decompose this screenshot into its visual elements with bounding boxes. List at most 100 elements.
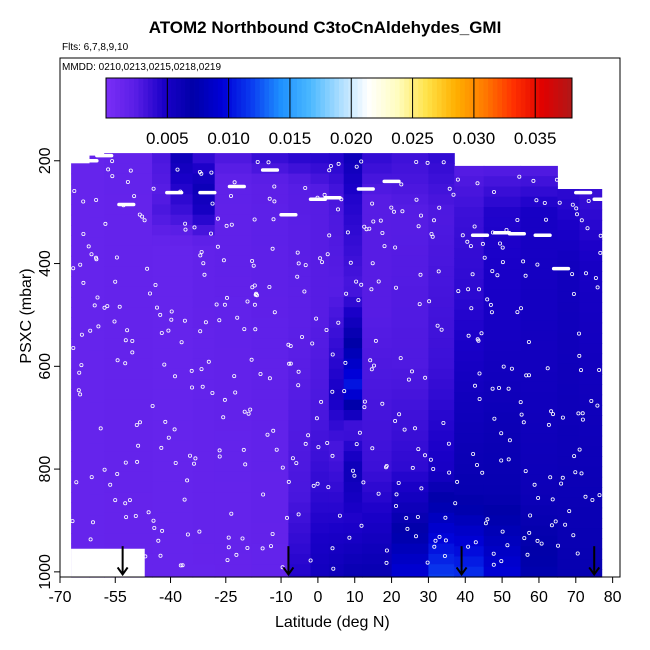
heatmap-cell <box>71 204 91 216</box>
colorbar-segment <box>534 78 540 118</box>
sample-point <box>106 167 111 172</box>
heatmap-cell <box>557 528 581 540</box>
heatmap-cell <box>288 440 312 452</box>
heatmap-cell <box>152 358 172 370</box>
sample-point <box>362 405 367 410</box>
heatmap-cell <box>251 235 289 247</box>
sample-point <box>336 161 341 166</box>
heatmap-cell <box>71 307 91 319</box>
sample-point <box>330 389 335 394</box>
heatmap-cell <box>214 173 253 185</box>
sample-point <box>391 209 396 214</box>
sample-point <box>314 416 319 421</box>
heatmap-cell <box>362 410 393 421</box>
sample-point <box>575 551 580 556</box>
heatmap-cell <box>170 183 194 195</box>
heatmap-cell <box>343 153 363 164</box>
heatmap-cell <box>310 153 330 164</box>
heatmap-cell <box>362 235 393 247</box>
sample-point <box>324 327 329 332</box>
sample-point <box>595 403 600 408</box>
heatmap-cell <box>343 461 363 473</box>
heatmap-cell <box>170 492 194 504</box>
sample-point <box>536 495 541 500</box>
sample-point <box>549 409 554 414</box>
heatmap-cell <box>454 248 485 259</box>
heatmap-cell <box>483 525 522 537</box>
heatmap-cell <box>391 368 429 380</box>
sample-point <box>534 198 539 203</box>
colorbar-segment <box>460 78 466 118</box>
sample-point <box>597 493 602 498</box>
sample-point <box>296 383 301 388</box>
heatmap-cell <box>89 186 105 198</box>
heatmap-cell <box>579 435 603 447</box>
heatmap-cell <box>391 266 429 277</box>
heatmap-cell <box>310 348 330 360</box>
sample-point <box>571 533 576 538</box>
heatmap-cell <box>288 461 312 473</box>
heatmap-cell <box>170 553 194 565</box>
heatmap-cell <box>104 430 153 442</box>
heatmap-cell <box>343 389 363 401</box>
heatmap-cell <box>89 494 105 506</box>
heatmap-cell <box>104 410 153 421</box>
sample-point <box>315 481 320 486</box>
x-tick-label: -40 <box>159 589 182 606</box>
sample-point <box>253 327 258 332</box>
heatmap-cell <box>428 214 455 226</box>
heatmap-cell <box>152 338 172 349</box>
heatmap-cell <box>328 307 345 319</box>
heatmap-cell <box>192 368 216 380</box>
sample-point <box>232 180 237 185</box>
sample-point <box>76 388 81 393</box>
heatmap-cell <box>557 332 581 344</box>
heatmap-cell <box>391 420 429 432</box>
sample-point <box>359 282 364 287</box>
heatmap-cell <box>483 546 522 558</box>
heatmap-cell <box>454 412 485 424</box>
heatmap-cell <box>71 266 91 277</box>
sample-point <box>286 342 291 347</box>
heatmap-cell <box>288 183 312 195</box>
heatmap-cell <box>251 543 289 555</box>
heatmap-cell <box>579 569 603 578</box>
sample-point <box>570 272 575 277</box>
heatmap-cell <box>71 245 91 257</box>
sample-point <box>222 302 227 307</box>
colorbar-segment <box>441 78 447 118</box>
sample-point <box>345 230 350 235</box>
sample-point <box>571 291 576 296</box>
heatmap-cell <box>343 553 363 565</box>
colorbar-segment <box>408 78 414 118</box>
heatmap-cell <box>192 173 216 185</box>
heatmap-cell <box>104 379 153 391</box>
heatmap-cell <box>328 214 345 226</box>
sample-point <box>490 386 495 391</box>
heatmap-cell <box>428 430 455 442</box>
heatmap-cell <box>343 307 363 319</box>
sample-point <box>356 298 361 303</box>
heatmap-cell <box>192 307 216 319</box>
heatmap-cell <box>557 384 581 396</box>
sample-point <box>95 295 100 300</box>
heatmap-cell <box>152 214 172 226</box>
heatmap-cell <box>288 523 312 534</box>
sample-point <box>412 426 417 431</box>
colorbar-segment <box>376 78 382 118</box>
colorbar-segment <box>203 78 209 118</box>
heatmap-cell <box>288 307 312 319</box>
sample-point <box>369 367 374 372</box>
heatmap-cell <box>454 433 485 444</box>
heatmap-cell <box>251 255 289 267</box>
colorbar-segment <box>297 78 303 118</box>
sample-point <box>364 227 369 232</box>
x-axis-label: Latitude (deg N) <box>275 614 390 631</box>
heatmap-cell <box>579 271 603 283</box>
heatmap-cell <box>89 289 105 301</box>
heatmap-cell <box>214 235 253 247</box>
heatmap-cell <box>288 502 312 514</box>
sample-point <box>268 544 273 549</box>
heatmap-cell <box>557 322 581 334</box>
heatmap-cell <box>343 564 363 576</box>
